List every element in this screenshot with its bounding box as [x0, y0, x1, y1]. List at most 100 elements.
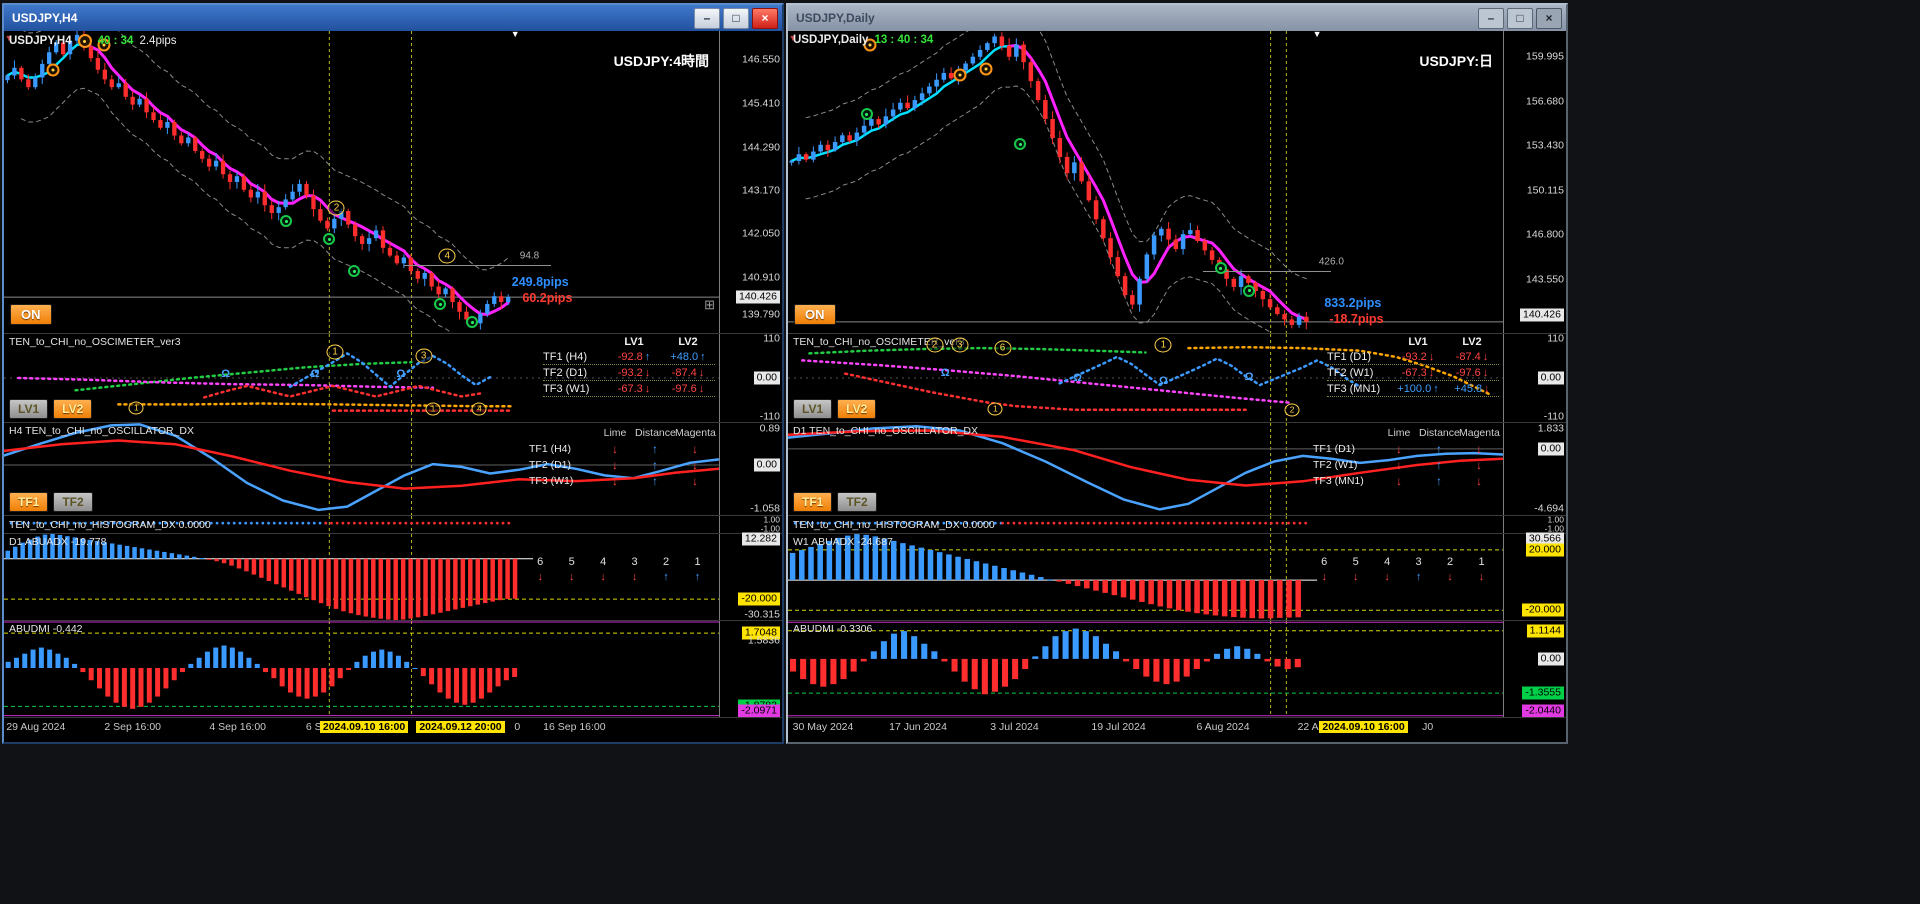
- oscillator-panel[interactable]: H4 TEN_to_CHI_no_OSCILLATOR_DX Lime Dist…: [4, 423, 719, 515]
- grid-icon[interactable]: ⊞: [704, 297, 715, 312]
- abuadx-scale: 12.282 -20.000 -30.315: [719, 532, 782, 621]
- tf2-button[interactable]: TF2: [837, 492, 877, 512]
- annotation-down: ▼: [788, 32, 798, 43]
- abudmi-panel[interactable]: ABUDMI -0.442: [4, 621, 719, 717]
- annotation-omega: Ω: [221, 368, 231, 381]
- abuadx-panel[interactable]: D1 ABUADX -19.778 6 ↓ 5 ↓ 4 ↓ 3 ↓ 2 ↑ 1 ↑: [4, 534, 719, 620]
- legend-row: TF2 (W1) ↓ ↑ ↓: [1313, 458, 1482, 472]
- table-row: TF3 (W1) -67.3 ↓ -97.6 ↓: [543, 381, 715, 397]
- lv2-header: LV2: [678, 335, 698, 348]
- scale-label: 140.426: [1520, 308, 1564, 322]
- annotation-circ: 6: [994, 340, 1011, 356]
- annotation-circ: 2: [327, 200, 345, 216]
- scale-label: 139.790: [742, 308, 780, 321]
- annotation-label: 426.0: [1318, 256, 1344, 268]
- scale-label: 143.170: [742, 184, 780, 197]
- table-row: TF2 (D1) -93.2 ↓ -87.4 ↓: [543, 365, 715, 381]
- scale-label: 156.680: [1526, 95, 1564, 108]
- scale-label: 142.050: [742, 227, 780, 240]
- annotation-circ: 3: [951, 337, 969, 353]
- annotation-clock: [97, 38, 111, 52]
- maximize-button[interactable]: □: [1507, 7, 1533, 29]
- canvas: [788, 334, 1503, 422]
- scale-label: 1.1144: [1526, 624, 1564, 638]
- oscimeter-panel[interactable]: TEN_to_CHI_no_OSCIMETER_ver3 LV1 LV2 TF1…: [4, 334, 719, 422]
- scale-label: 110: [1547, 332, 1564, 345]
- time-label: 29 Aug 2024: [6, 721, 66, 733]
- on-button[interactable]: ON: [794, 304, 836, 325]
- tf2-button[interactable]: TF2: [53, 492, 93, 512]
- histogram-scale: 1.00 -1.00: [719, 514, 782, 534]
- oscillator-scale: 1.833 0.00 -4.694: [1503, 422, 1566, 515]
- time-label: 17 Jun 2024: [889, 721, 947, 733]
- scale-label: 140.910: [742, 271, 780, 284]
- oscillator-title: D1 TEN_to_CHI_no_OSCILLATOR_DX: [793, 425, 979, 437]
- titlebar[interactable]: USDJPY,H4 – □ ×: [4, 5, 782, 31]
- scale-label: 153.430: [1526, 139, 1564, 152]
- scale-label: -30.315: [744, 608, 780, 621]
- annotation-target: [1014, 138, 1027, 151]
- annotation-circ: 1: [425, 402, 441, 416]
- scale-label: 159.995: [1526, 50, 1564, 63]
- on-button[interactable]: ON: [10, 304, 52, 325]
- lv2-header: LV2: [1462, 335, 1482, 348]
- scale-label: 1.5836: [747, 634, 780, 647]
- abuadx-countdown: 6 ↓ 5 ↓ 4 ↓ 3 ↓ 2 ↑ 1 ↑: [537, 556, 701, 584]
- price-chart[interactable]: USDJPY,Daily 13 : 40 : 34 USDJPY:日 ON ▼ 4…: [788, 31, 1503, 333]
- lv1-button[interactable]: LV1: [793, 399, 833, 419]
- time-label: 6 Aug 2024: [1196, 721, 1250, 733]
- scale-label: 1.833: [1537, 422, 1564, 435]
- canvas: [4, 534, 719, 620]
- symbol-label: USDJPY,H4: [9, 35, 72, 47]
- titlebar[interactable]: USDJPY,Daily – □ ×: [788, 5, 1566, 31]
- tf1-button[interactable]: TF1: [9, 492, 49, 512]
- abudmi-panel[interactable]: ABUDMI -0.3306: [788, 621, 1503, 717]
- oscillator-scale: 0.89 0.00 -1.058: [719, 422, 782, 515]
- oscillator-legend: Lime Distance Magenta TF1 (D1) ↓ ↑ ↓ TF2…: [1313, 425, 1500, 489]
- annotation-target: [466, 316, 479, 329]
- oscimeter-table: LV1 LV2 TF1 (D1) -93.2 ↓ -87.4 ↓ TF2 (W1) …: [1327, 334, 1499, 397]
- table-row: TF3 (MN1) +100.0 ↑ +45.8 ↓: [1327, 381, 1499, 397]
- abuadx-panel[interactable]: W1 ABUADX -24.687 6 ↓ 5 ↓ 4 ↓ 3 ↑ 2 ↓ 1 ↓: [788, 534, 1503, 620]
- minimize-button[interactable]: –: [694, 7, 720, 29]
- annotation-omega: Ω: [1158, 374, 1168, 387]
- scale-label: 0.89: [759, 422, 780, 435]
- lv1-header: LV1: [624, 335, 644, 348]
- scale-label: 1.00: [763, 514, 780, 525]
- price-chart[interactable]: USDJPY,H4 40 : 34 2.4pips USDJPY:4時間 ON …: [4, 31, 719, 333]
- scale-label: 0.00: [1537, 652, 1564, 666]
- window-title: USDJPY,Daily: [796, 11, 875, 25]
- close-button[interactable]: ×: [752, 7, 778, 29]
- chart-window-daily: USDJPY,Daily – □ × USDJPY,Daily 13 : 40 …: [786, 3, 1568, 744]
- scale-label: -2.0971: [738, 704, 780, 718]
- lv2-button[interactable]: LV2: [53, 399, 93, 419]
- scale-label: -110: [759, 410, 780, 423]
- time-label: J0: [1422, 721, 1434, 733]
- oscimeter-scale: 110 0.00 -110: [719, 333, 782, 423]
- minimize-button[interactable]: –: [1478, 7, 1504, 29]
- canvas: [793, 516, 1308, 533]
- lv1-button[interactable]: LV1: [9, 399, 49, 419]
- scale-label: -20.000: [1522, 603, 1564, 617]
- legend-row: TF3 (W1) ↓ ↑ ↓: [529, 474, 698, 488]
- close-button[interactable]: ×: [1536, 7, 1562, 29]
- time-label-highlighted: 2024.09.10 16:00: [1319, 721, 1408, 733]
- histogram-strip[interactable]: TEN_to_CHI_no_HISTOGRAM_DX 0.0000: [4, 516, 719, 533]
- scale-label: 0.00: [1537, 371, 1564, 385]
- lv2-button[interactable]: LV2: [837, 399, 877, 419]
- chart-title-jp: USDJPY:日: [1419, 53, 1493, 69]
- oscimeter-panel[interactable]: TEN_to_CHI_no_OSCIMETER_ver3 LV1 LV2 TF1…: [788, 334, 1503, 422]
- scale-label: -1.00: [1544, 523, 1564, 534]
- histogram-strip[interactable]: TEN_to_CHI_no_HISTOGRAM_DX 0.0000: [788, 516, 1503, 533]
- time-label: 4 Sep 16:00: [209, 721, 267, 733]
- maximize-button[interactable]: □: [723, 7, 749, 29]
- annotation-label: 94.8: [519, 250, 540, 262]
- oscillator-panel[interactable]: D1 TEN_to_CHI_no_OSCILLATOR_DX Lime Dist…: [788, 423, 1503, 515]
- candle-timer: 40 : 34: [97, 35, 134, 47]
- tf1-button[interactable]: TF1: [793, 492, 833, 512]
- annotation-clock: [979, 62, 993, 76]
- scale-label: 20.000: [1525, 543, 1564, 557]
